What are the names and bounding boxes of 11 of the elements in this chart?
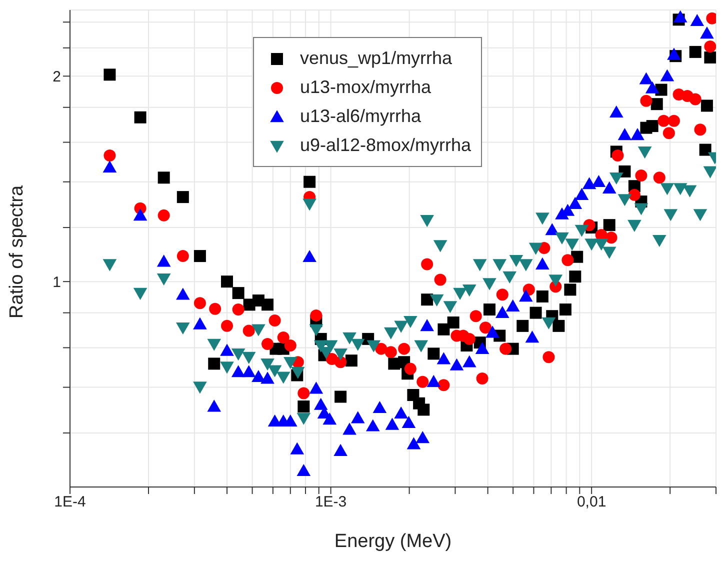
x-tick-label: 1E-4 <box>54 494 86 511</box>
x-tick-label: 0,01 <box>576 494 606 511</box>
y-axis-title: Ratio of spectra <box>6 185 28 318</box>
y-tick-label: 2 <box>52 68 61 86</box>
x-tick-label: 1E-3 <box>314 494 347 511</box>
x-axis-title: Energy (MeV) <box>334 531 452 552</box>
y-tick-label: 1 <box>52 274 61 291</box>
legend-label: venus_wp1/myrrha <box>300 48 452 69</box>
legend-label: u9-al12-8mox/myrrha <box>300 135 472 156</box>
legend-label: u13-mox/myrrha <box>300 77 432 98</box>
legend-label: u13-al6/myrrha <box>300 106 422 127</box>
